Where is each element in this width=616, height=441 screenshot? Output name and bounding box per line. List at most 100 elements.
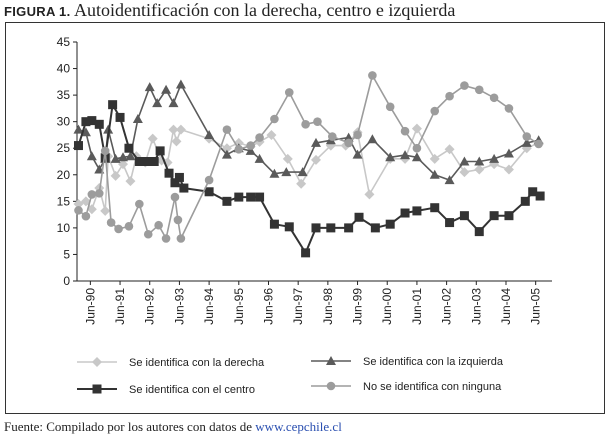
- legend-swatch-marker: [92, 384, 102, 394]
- x-tick-label: Jun-96: [261, 288, 275, 325]
- data-point-derecha: [171, 136, 182, 147]
- data-point-izquierda: [161, 84, 172, 94]
- data-point-derecha: [411, 123, 422, 134]
- data-point-centro: [94, 119, 104, 129]
- x-tick-label: Jun-01: [410, 288, 424, 325]
- data-point-ninguna: [474, 85, 484, 95]
- data-point-izquierda: [73, 124, 84, 134]
- chart-axes: 0 5 10 15 20 25 30 35 40 45 Jun-90 Jun-91 Jun-92 Jun-…: [57, 35, 552, 325]
- series-derecha: [73, 123, 544, 216]
- data-point-izquierda: [168, 98, 179, 108]
- data-point-izquierda: [400, 150, 411, 160]
- y-tick-label: 0: [63, 274, 70, 288]
- legend-item-ninguna: No se identifica con ninguna: [311, 381, 502, 393]
- data-point-centro: [474, 227, 484, 237]
- data-point-ninguna: [301, 120, 310, 129]
- data-point-ninguna: [489, 93, 499, 103]
- data-point-centro: [344, 223, 354, 233]
- series-line-derecha: [78, 127, 539, 212]
- data-point-izquierda: [352, 149, 363, 159]
- source-prefix: Fuente: Compilado por los autores con da…: [4, 419, 256, 434]
- y-tick-label: 45: [57, 35, 71, 49]
- x-tick-label: Jun-00: [380, 288, 394, 325]
- data-point-ninguna: [385, 102, 395, 112]
- x-tick-label: Jun-95: [232, 288, 246, 325]
- data-point-ninguna: [246, 141, 255, 150]
- chart-legend: Se identifica con la derecha Se identific…: [77, 356, 504, 396]
- data-point-izquierda: [269, 168, 280, 178]
- data-point-centro: [222, 196, 232, 206]
- data-point-izquierda: [297, 167, 308, 177]
- data-point-derecha: [503, 164, 514, 175]
- y-tick-label: 5: [63, 247, 70, 261]
- data-point-izquierda: [385, 152, 396, 162]
- data-point-ninguna: [100, 146, 110, 156]
- x-tick-label: Jun-92: [143, 288, 157, 325]
- x-tick-label: Jun-93: [172, 288, 186, 325]
- data-point-ninguna: [270, 114, 279, 124]
- data-point-centro: [73, 141, 83, 151]
- data-point-derecha: [282, 153, 293, 164]
- y-tick-label: 20: [57, 168, 71, 182]
- x-tick-label: Jun-91: [113, 288, 127, 325]
- data-point-derecha: [310, 154, 321, 165]
- data-point-izquierda: [343, 132, 354, 142]
- data-point-izquierda: [132, 114, 143, 124]
- data-point-derecha: [474, 164, 485, 175]
- data-point-centro: [164, 168, 174, 178]
- data-point-izquierda: [281, 167, 292, 177]
- data-point-centro: [385, 219, 395, 229]
- data-point-izquierda: [152, 98, 163, 108]
- data-point-ninguna: [143, 229, 153, 239]
- data-point-centro: [124, 143, 134, 153]
- data-point-izquierda: [489, 153, 500, 163]
- data-point-derecha: [110, 170, 121, 181]
- data-point-izquierda: [118, 152, 129, 162]
- data-point-izquierda: [429, 169, 440, 179]
- figure-title: FIGURA 1. Autoidentificación con la dere…: [4, 0, 455, 20]
- data-point-ninguna: [430, 106, 440, 116]
- x-tick-label: Jun-05: [529, 288, 543, 325]
- legend-item-izquierda: Se identifica con la izquierda: [311, 356, 504, 368]
- data-point-derecha: [364, 189, 375, 200]
- series-centro: [73, 100, 545, 258]
- data-point-ninguna: [114, 224, 123, 234]
- data-point-centro: [284, 222, 294, 232]
- data-point-derecha: [73, 198, 84, 209]
- data-point-centro: [204, 187, 214, 197]
- data-point-izquierda: [474, 156, 485, 166]
- data-point-derecha: [86, 204, 97, 215]
- data-point-centro: [255, 192, 265, 202]
- data-point-centro: [115, 112, 125, 122]
- data-point-centro: [246, 192, 256, 202]
- data-point-ninguna: [135, 199, 144, 209]
- data-point-izquierda: [144, 82, 155, 92]
- data-point-centro: [354, 212, 364, 222]
- data-point-centro: [155, 146, 165, 156]
- legend-label: Se identifica con la derecha: [129, 357, 265, 369]
- y-tick-label: 10: [57, 221, 71, 235]
- y-tick-label: 15: [57, 194, 71, 208]
- data-point-ninguna: [106, 218, 116, 227]
- series-izquierda: [73, 79, 544, 185]
- data-point-izquierda: [175, 79, 186, 89]
- data-point-ninguna: [170, 192, 180, 202]
- data-point-centro: [528, 187, 538, 197]
- x-tick-label: Jun-02: [440, 288, 454, 325]
- data-point-centro: [142, 157, 152, 166]
- figure-frame: [5, 22, 605, 414]
- data-point-centro: [87, 116, 97, 126]
- data-point-centro: [311, 223, 321, 233]
- source-link[interactable]: www.cepchile.cl: [255, 419, 342, 434]
- data-point-ninguna: [400, 126, 410, 136]
- data-point-ninguna: [124, 221, 134, 231]
- x-tick-label: Jun-98: [321, 288, 335, 325]
- data-point-izquierda: [310, 137, 321, 147]
- legend-item-derecha: Se identifica con la derecha: [77, 357, 265, 369]
- data-point-centro: [400, 208, 410, 218]
- data-point-izquierda: [367, 134, 378, 144]
- data-point-izquierda: [110, 153, 121, 163]
- data-point-derecha: [118, 159, 129, 170]
- data-point-centro: [430, 203, 440, 213]
- data-point-izquierda: [503, 148, 514, 158]
